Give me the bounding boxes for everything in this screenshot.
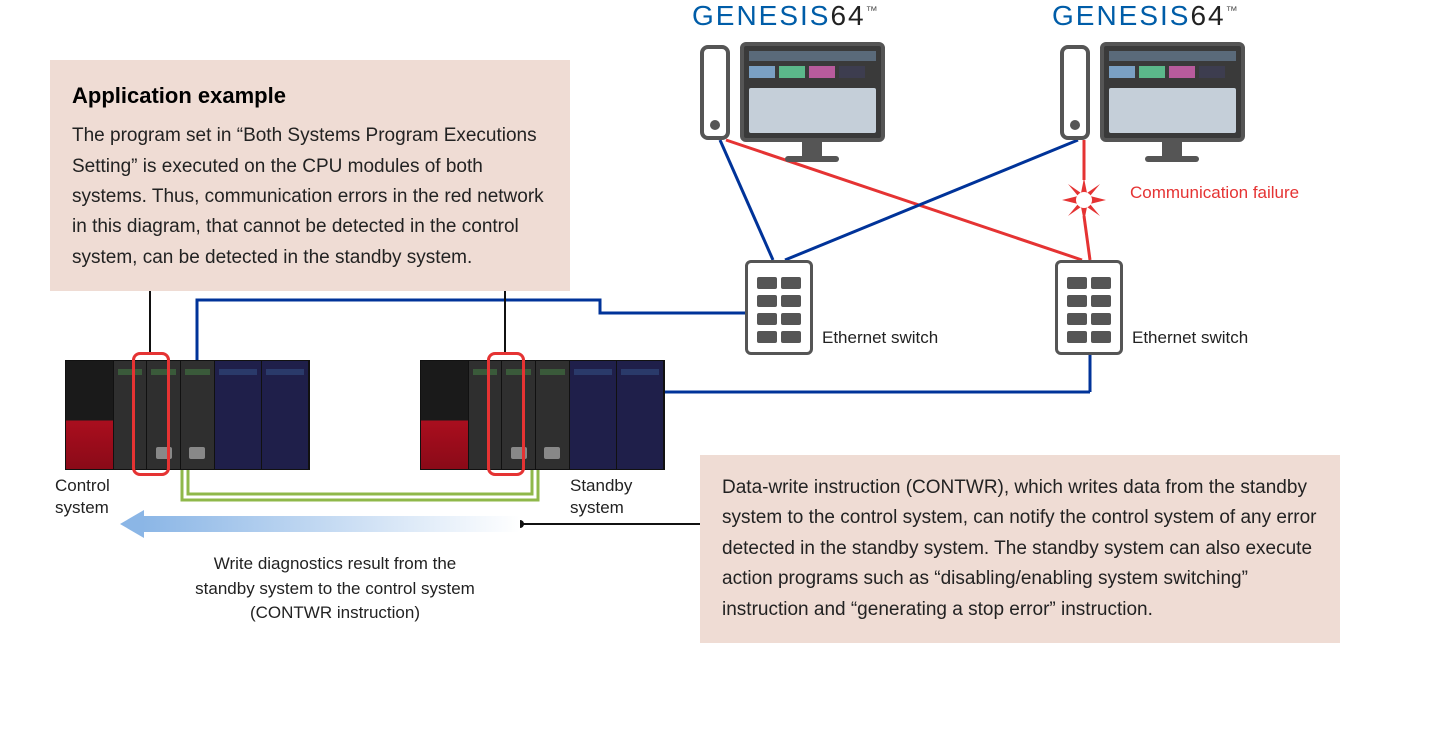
plc-rack-standby xyxy=(420,360,665,470)
control-system-label: Control system xyxy=(55,475,110,519)
contwr-arrow-label: Write diagnostics result from the standb… xyxy=(170,552,500,626)
ethernet-switch-right xyxy=(1055,260,1123,355)
brand-prefix: GENESIS xyxy=(692,0,830,31)
ethernet-switch-right-label: Ethernet switch xyxy=(1132,328,1248,348)
genesis64-label-left: GENESIS64™ xyxy=(692,0,880,32)
communication-failure-label: Communication failure xyxy=(1130,183,1299,203)
brand-prefix: GENESIS xyxy=(1052,0,1190,31)
application-example-box: Application example The program set in “… xyxy=(50,60,570,291)
pc-tower-right xyxy=(1060,45,1090,140)
monitor-base-right xyxy=(1145,156,1199,162)
communication-failure-icon xyxy=(1062,178,1106,222)
monitor-left xyxy=(740,42,885,142)
application-example-body: The program set in “Both Systems Program… xyxy=(72,121,548,273)
application-example-title: Application example xyxy=(72,78,548,113)
genesis64-label-right: GENESIS64™ xyxy=(1052,0,1240,32)
brand-suffix: 64 xyxy=(830,0,865,31)
ethernet-switch-left-label: Ethernet switch xyxy=(822,328,938,348)
brand-suffix: 64 xyxy=(1190,0,1225,31)
standby-system-label: Standby system xyxy=(570,475,632,519)
contwr-arrow xyxy=(120,510,520,538)
contwr-description-body: Data-write instruction (CONTWR), which w… xyxy=(722,473,1318,625)
contwr-description-box: Data-write instruction (CONTWR), which w… xyxy=(700,455,1340,643)
plc-rack-control xyxy=(65,360,310,470)
monitor-right xyxy=(1100,42,1245,142)
brand-tm: ™ xyxy=(866,4,880,18)
pc-tower-left xyxy=(700,45,730,140)
brand-tm: ™ xyxy=(1226,4,1240,18)
ethernet-switch-left xyxy=(745,260,813,355)
monitor-base-left xyxy=(785,156,839,162)
